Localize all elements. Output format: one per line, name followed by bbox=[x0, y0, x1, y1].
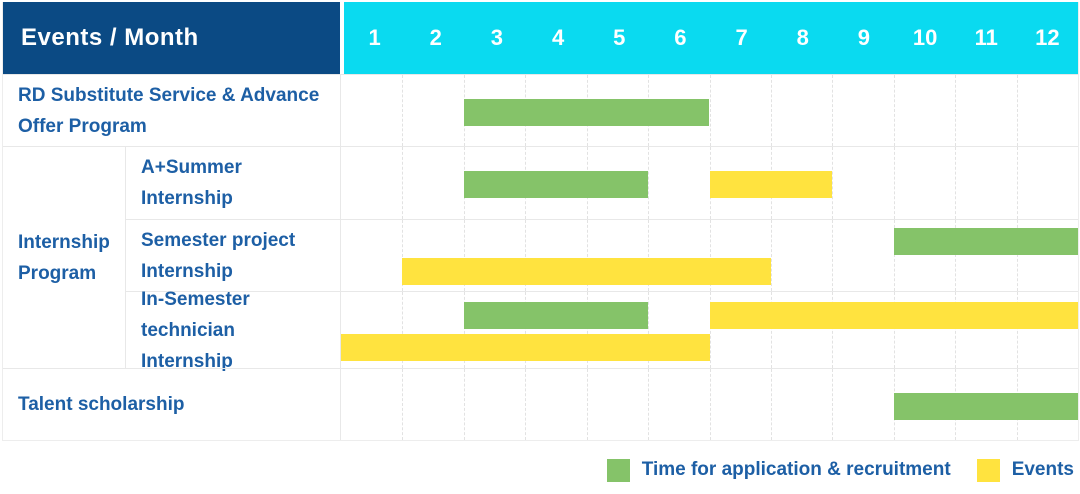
month-gridline bbox=[770, 369, 772, 440]
month-gridline bbox=[525, 369, 527, 440]
event-bar bbox=[402, 258, 771, 286]
legend-item-events: Events bbox=[976, 458, 1074, 482]
legend-label-events: Events bbox=[1011, 459, 1074, 480]
month-header-cell: 7 bbox=[735, 25, 748, 50]
application-bar bbox=[463, 301, 649, 329]
month-header-cell: 2 bbox=[429, 25, 442, 50]
table-corner-header: Events / Month bbox=[3, 2, 340, 74]
month-gridline bbox=[709, 75, 711, 146]
gantt-row-semester-project bbox=[340, 219, 1078, 291]
row-label-talent-scholarship: Talent scholarship bbox=[3, 368, 340, 440]
month-gridline bbox=[832, 147, 834, 219]
application-bar bbox=[893, 228, 1078, 256]
event-bar bbox=[709, 301, 1078, 329]
month-gridline bbox=[402, 147, 404, 219]
month-gridline bbox=[648, 369, 650, 440]
row-label-semester-project: Semester project Internship bbox=[125, 219, 340, 291]
application-bar bbox=[463, 98, 710, 126]
month-gridline bbox=[402, 369, 404, 440]
month-gridline bbox=[1016, 147, 1018, 219]
month-gridline bbox=[832, 220, 834, 291]
month-header-cell: 1 bbox=[368, 25, 381, 50]
row-label-a-plus-summer: A+Summer Internship bbox=[125, 146, 340, 219]
month-header-row: 1 2 3 4 5 6 7 8 9 10 11 12 bbox=[340, 2, 1078, 74]
month-gridline bbox=[648, 147, 650, 219]
event-color-swatch bbox=[976, 458, 1000, 482]
gantt-row-a-plus-summer bbox=[340, 146, 1078, 219]
event-bar bbox=[709, 171, 833, 199]
event-bar bbox=[341, 333, 710, 361]
application-bar bbox=[463, 171, 649, 199]
month-gridline bbox=[832, 75, 834, 146]
month-header-cell: 11 bbox=[974, 25, 998, 50]
events-gantt-table: Events / Month 1 2 3 4 5 6 7 8 9 10 11 12 RD Substi… bbox=[2, 2, 1079, 441]
month-gridline bbox=[402, 75, 404, 146]
month-gridline bbox=[770, 75, 772, 146]
month-gridline bbox=[832, 369, 834, 440]
month-header-cell: 10 bbox=[912, 25, 938, 50]
legend: Time for application & recruitment Event… bbox=[606, 452, 1074, 488]
month-gridline bbox=[955, 147, 957, 219]
legend-item-application: Time for application & recruitment bbox=[606, 458, 951, 482]
month-header-cell: 3 bbox=[490, 25, 504, 50]
group-label-internship-program: Internship Program bbox=[3, 146, 125, 368]
month-header-cell: 6 bbox=[674, 25, 687, 50]
month-header-cell: 12 bbox=[1035, 25, 1060, 50]
legend-label-application: Time for application & recruitment bbox=[641, 459, 951, 480]
month-gridline bbox=[955, 75, 957, 146]
row-label-rd-substitute: RD Substitute Service & Advance Offer Pr… bbox=[3, 74, 340, 146]
gantt-row-talent-scholarship bbox=[340, 368, 1078, 440]
application-color-swatch bbox=[606, 458, 630, 482]
month-gridline bbox=[586, 369, 588, 440]
month-gridline bbox=[463, 369, 465, 440]
month-header-cell: 9 bbox=[857, 25, 871, 50]
row-label-in-semester-technician: In-Semester technician Internship bbox=[125, 289, 340, 372]
month-gridline bbox=[893, 147, 895, 219]
month-gridline bbox=[893, 75, 895, 146]
month-header-cell: 5 bbox=[613, 25, 626, 50]
month-header-cell: 8 bbox=[796, 25, 809, 50]
gantt-row-rd-substitute bbox=[340, 74, 1078, 146]
application-bar bbox=[893, 392, 1078, 420]
gantt-row-in-semester-technician bbox=[340, 291, 1078, 368]
month-gridline bbox=[709, 369, 711, 440]
month-header-cell: 4 bbox=[551, 25, 565, 50]
month-gridline bbox=[770, 220, 772, 291]
month-gridline bbox=[1016, 75, 1018, 146]
